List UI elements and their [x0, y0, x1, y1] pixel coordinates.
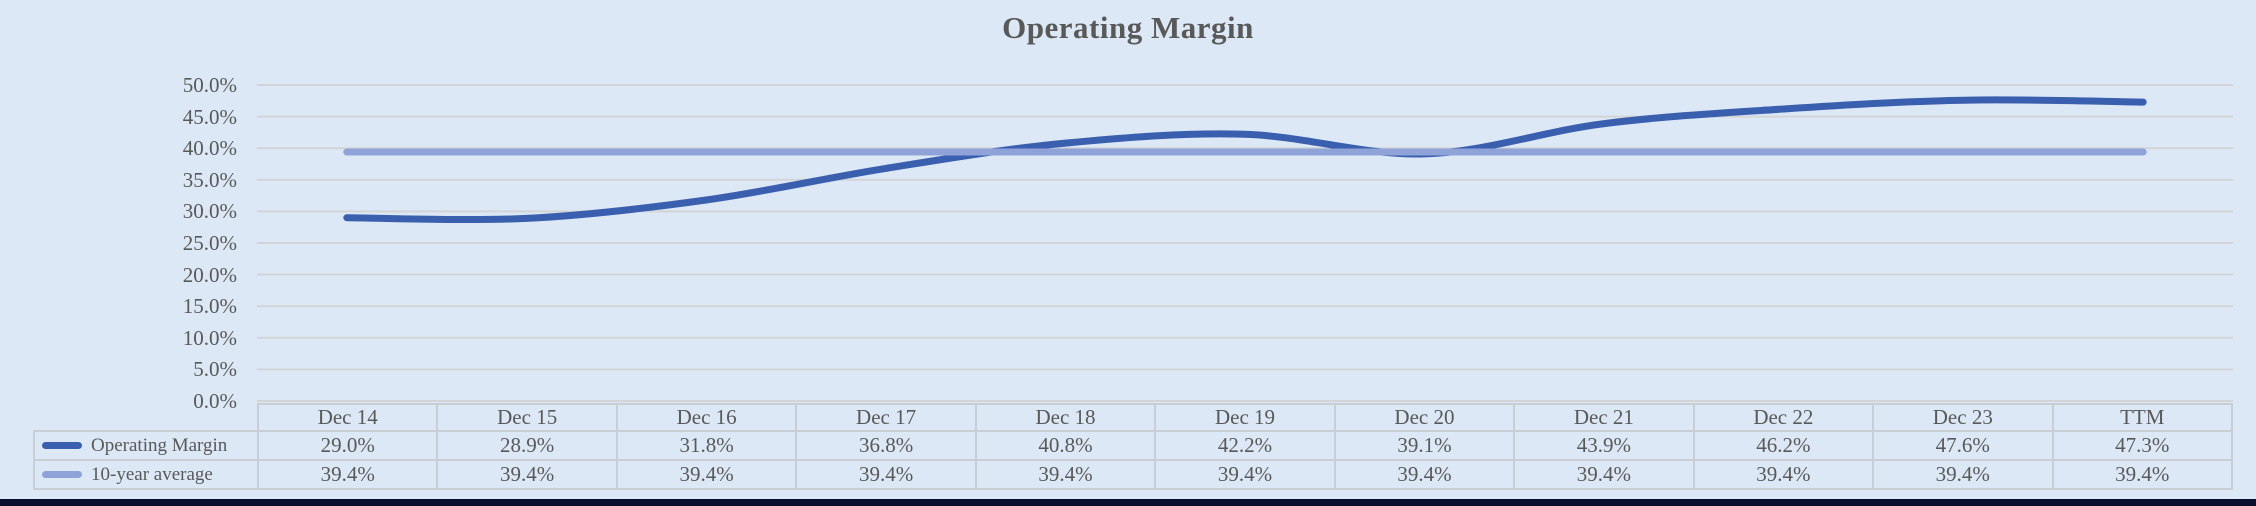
- table-header-cell: Dec 18: [974, 403, 1157, 432]
- table-value-cell: 39.4%: [256, 459, 439, 490]
- table-value-cell: 47.3%: [2051, 430, 2234, 461]
- legend-line-icon: [42, 442, 82, 449]
- table-header-cell: Dec 23: [1872, 403, 2054, 432]
- table-header-cell: Dec 21: [1513, 403, 1695, 432]
- table-value-cell: 39.4%: [795, 459, 977, 490]
- y-axis-tick-label: 45.0%: [182, 104, 237, 129]
- table-value-cell: 43.9%: [1513, 430, 1695, 461]
- table-value-cell: 29.0%: [256, 430, 439, 461]
- table-value-cell: 39.4%: [436, 459, 618, 490]
- table-header-cell: Dec 20: [1333, 403, 1516, 432]
- series-line-0: [343, 96, 2147, 224]
- y-axis-tick-label: 30.0%: [182, 199, 237, 224]
- table-value-cell: 47.6%: [1872, 430, 2054, 461]
- table-value-cell: 31.8%: [615, 430, 798, 461]
- table-value-cell: 39.4%: [1513, 459, 1695, 490]
- table-value-cell: 46.2%: [1692, 430, 1875, 461]
- y-axis-tick-label: 25.0%: [182, 231, 237, 255]
- y-axis-tick-label: 15.0%: [182, 294, 237, 319]
- table-value-cell: 39.4%: [1154, 459, 1336, 490]
- chart-title: Operating Margin: [1002, 10, 1254, 45]
- legend-line-icon: [42, 471, 82, 478]
- table-value-cell: 40.8%: [974, 430, 1157, 461]
- table-value-cell: 39.4%: [974, 459, 1157, 490]
- table-value-cell: 36.8%: [795, 430, 977, 461]
- table-value-cell: 39.4%: [615, 459, 798, 490]
- legend-label: Operating Margin: [91, 434, 228, 456]
- table-value-cell: 39.4%: [1692, 459, 1875, 490]
- table-header-cell: Dec 14: [256, 403, 439, 432]
- table-value-cell: 39.4%: [2051, 459, 2234, 490]
- table-header-row: Dec 14 Dec 15 Dec 16 Dec 17 Dec 18 Dec 19 Dec …: [34, 403, 2234, 432]
- table-corner-cell: [34, 404, 258, 431]
- y-axis-tick-label: 5.0%: [193, 357, 237, 382]
- table-value-cell: 39.1%: [1333, 430, 1516, 461]
- table-header-cell: Dec 17: [795, 403, 977, 432]
- table-value-cell: 39.4%: [1872, 459, 2054, 490]
- legend-cell: Operating Margin: [33, 430, 259, 461]
- y-axis-tick-label: 0.0%: [193, 389, 237, 413]
- y-axis-tick-label: 20.0%: [182, 262, 237, 287]
- table-value-cell: 39.4%: [1333, 459, 1516, 490]
- bottom-accent-bar: [0, 499, 2256, 506]
- legend-cell: 10-year average: [33, 459, 259, 490]
- y-axis-tick-label: 35.0%: [182, 167, 237, 192]
- legend-label: 10-year average: [91, 463, 213, 485]
- table-value-cell: 28.9%: [436, 430, 618, 461]
- data-table: Dec 14 Dec 15 Dec 16 Dec 17 Dec 18 Dec 19 Dec …: [33, 403, 2234, 490]
- y-axis-tick-label: 10.0%: [182, 325, 237, 350]
- table-header-cell: Dec 16: [615, 403, 798, 432]
- table-row: Operating Margin 29.0% 28.9% 31.8% 36.8% 40.8…: [33, 430, 2234, 461]
- table-row: 10-year average 39.4% 39.4% 39.4% 39.4% 39.4%…: [33, 459, 2234, 490]
- y-axis-tick-label: 40.0%: [182, 136, 237, 161]
- table-value-cell: 42.2%: [1154, 430, 1336, 461]
- table-header-cell: TTM: [2051, 403, 2234, 432]
- table-header-cell: Dec 19: [1154, 403, 1336, 432]
- y-axis-tick-label: 50.0%: [182, 73, 237, 97]
- table-header-cell: Dec 15: [436, 403, 618, 432]
- table-header-cell: Dec 22: [1692, 403, 1875, 432]
